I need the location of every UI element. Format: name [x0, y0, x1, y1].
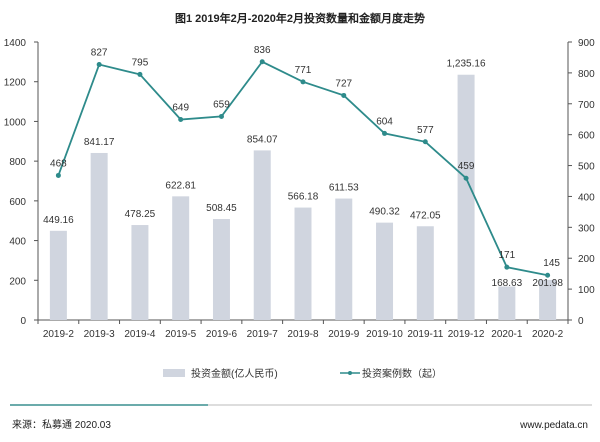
line-point-2019-2: [55, 172, 61, 178]
right-tick-label: 700: [578, 100, 595, 111]
x-tick-label: 2019-10: [366, 329, 403, 340]
bar-2019-11: [416, 226, 434, 320]
line-point-2019-5: [178, 117, 184, 123]
x-tick-label: 2019-2: [43, 329, 75, 340]
bar-value-label: 611.53: [329, 183, 359, 194]
line-value-label: 836: [254, 45, 271, 56]
line-point-2019-10: [382, 130, 388, 136]
bar-2019-6: [212, 219, 230, 320]
right-tick-label: 200: [578, 254, 595, 265]
line-point-2019-3: [96, 62, 102, 68]
left-tick-label: 1200: [4, 78, 27, 89]
bar-2019-8: [294, 207, 312, 320]
line-point-2020-1: [504, 264, 510, 270]
right-tick-label: 800: [578, 69, 595, 80]
bar-value-label: 622.81: [165, 180, 196, 191]
bar-value-label: 490.32: [369, 207, 400, 218]
line-value-label: 604: [376, 116, 393, 127]
bar-value-label: 841.17: [84, 137, 115, 148]
bar-value-label: 449.16: [43, 215, 74, 226]
bar-2020-1: [498, 286, 516, 320]
x-tick-label: 2020-1: [491, 329, 523, 340]
line-value-label: 468: [50, 158, 67, 169]
chart-title: 图1 2019年2月-2020年2月投资数量和金额月度走势: [175, 11, 425, 25]
line-point-2019-8: [300, 79, 306, 85]
right-tick-label: 900: [578, 38, 595, 49]
bar-value-label: 854.07: [247, 134, 278, 145]
x-tick-label: 2019-11: [407, 329, 443, 340]
left-tick-label: 200: [9, 276, 26, 287]
line-value-label: 145: [543, 258, 560, 269]
line-value-label: 171: [499, 250, 516, 261]
right-tick-label: 400: [578, 192, 595, 203]
line-value-label: 827: [91, 48, 108, 59]
line-value-label: 771: [295, 65, 312, 76]
bar-2019-2: [49, 230, 67, 320]
bar-2020-2: [539, 279, 557, 320]
bar-2019-7: [253, 150, 271, 320]
x-tick-label: 2020-2: [532, 329, 564, 340]
bar-2019-3: [90, 152, 108, 320]
x-tick-label: 2019-6: [206, 329, 238, 340]
line-value-label: 727: [335, 78, 352, 89]
x-tick-label: 2019-5: [165, 329, 197, 340]
legend-line-marker: [348, 371, 352, 375]
bar-2019-12: [457, 74, 475, 320]
line-point-2019-7: [259, 59, 265, 65]
legend-bar-label: 投资金额(亿人民币): [191, 367, 278, 380]
bar-2019-5: [172, 196, 190, 320]
bar-value-label: 566.18: [288, 192, 319, 203]
bar-value-label: 472.05: [410, 210, 441, 221]
left-tick-label: 400: [9, 237, 26, 248]
bar-value-label: 1,235.16: [447, 59, 486, 70]
line-point-2019-12: [463, 175, 469, 181]
x-tick-label: 2019-4: [124, 329, 156, 340]
x-tick-label: 2019-3: [84, 329, 116, 340]
line-point-2019-11: [422, 139, 428, 145]
line-value-label: 659: [213, 99, 230, 110]
bar-value-label: 168.63: [492, 278, 523, 289]
left-tick-label: 600: [9, 197, 26, 208]
x-tick-label: 2019-9: [328, 329, 360, 340]
x-tick-label: 2019-8: [287, 329, 319, 340]
x-tick-label: 2019-12: [448, 329, 485, 340]
x-tick-label: 2019-7: [247, 329, 279, 340]
right-tick-label: 0: [578, 316, 584, 327]
legend-bar-swatch: [163, 369, 185, 377]
line-value-label: 577: [417, 125, 434, 136]
bar-value-label: 508.45: [206, 203, 237, 214]
bar-2019-9: [335, 198, 353, 320]
bar-value-label: 478.25: [125, 209, 156, 220]
line-point-2019-4: [137, 71, 143, 77]
left-tick-label: 0: [20, 316, 26, 327]
line-value-label: 795: [132, 57, 149, 68]
line-value-label: 459: [458, 161, 475, 172]
right-tick-label: 300: [578, 223, 595, 234]
bar-2019-10: [376, 222, 394, 320]
right-tick-label: 500: [578, 162, 595, 173]
legend-line-label: 投资案例数（起）: [362, 367, 442, 380]
left-tick-label: 800: [9, 157, 26, 168]
left-tick-label: 1000: [4, 117, 27, 128]
right-tick-label: 100: [578, 285, 595, 296]
right-tick-label: 600: [578, 131, 595, 142]
legend: 投资金额(亿人民币) 投资案例数（起）: [163, 367, 442, 380]
bar-2019-4: [131, 225, 149, 320]
website: www.pedata.cn: [519, 420, 588, 431]
source-note: 来源：私募通 2020.03: [12, 418, 111, 431]
line-point-2019-9: [341, 92, 347, 98]
left-tick-label: 1400: [4, 38, 27, 49]
bar-value-label: 201.98: [532, 278, 563, 289]
line-value-label: 649: [172, 103, 189, 114]
line-point-2019-6: [218, 113, 224, 119]
line-point-2020-2: [545, 272, 551, 278]
